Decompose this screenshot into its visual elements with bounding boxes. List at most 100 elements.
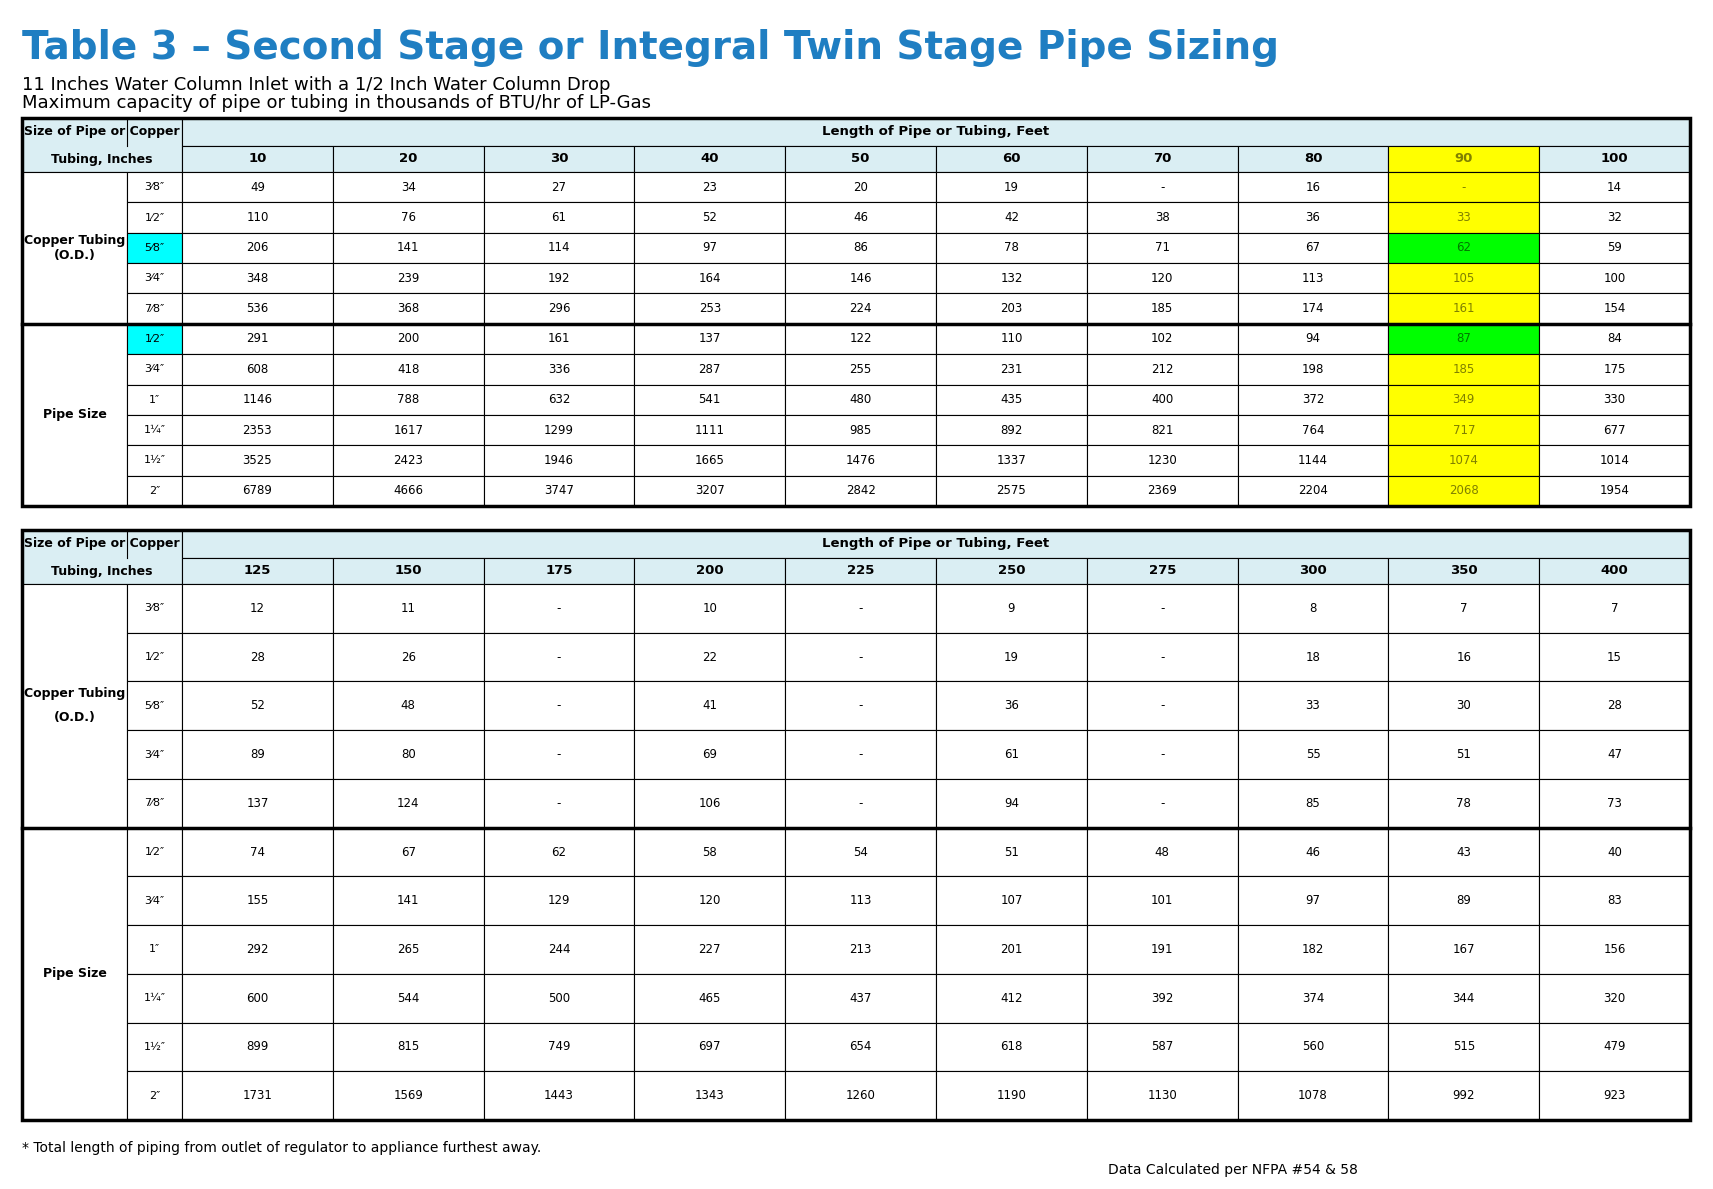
Bar — [1389, 233, 1540, 263]
Text: 48: 48 — [1155, 845, 1170, 858]
Bar — [1086, 415, 1237, 445]
Bar — [785, 925, 935, 974]
Bar — [1086, 558, 1237, 584]
Bar — [1086, 202, 1237, 233]
Bar — [935, 415, 1086, 445]
Text: 76: 76 — [401, 210, 416, 224]
Bar — [1237, 146, 1389, 172]
Text: 412: 412 — [1000, 992, 1023, 1005]
Bar — [182, 294, 332, 323]
Bar — [785, 974, 935, 1023]
Bar — [182, 323, 332, 354]
Bar — [127, 828, 182, 876]
Bar — [634, 354, 785, 384]
Text: 287: 287 — [699, 363, 721, 376]
Bar — [1086, 445, 1237, 476]
Text: 1146: 1146 — [243, 394, 272, 407]
Text: 185: 185 — [1453, 363, 1475, 376]
Bar — [182, 633, 332, 681]
Bar — [182, 384, 332, 415]
Text: 212: 212 — [1151, 363, 1173, 376]
Bar — [483, 558, 634, 584]
Bar — [634, 1023, 785, 1071]
Text: 69: 69 — [702, 748, 718, 761]
Text: 161: 161 — [1453, 302, 1475, 315]
Text: 291: 291 — [247, 333, 269, 346]
Bar — [1540, 876, 1691, 925]
Text: 224: 224 — [850, 302, 872, 315]
Text: 33: 33 — [1456, 210, 1471, 224]
Text: 83: 83 — [1607, 894, 1622, 907]
Text: 2″: 2″ — [149, 486, 159, 496]
Text: 250: 250 — [997, 565, 1024, 578]
Bar — [1540, 323, 1691, 354]
Bar — [1389, 323, 1540, 354]
Text: 101: 101 — [1151, 894, 1173, 907]
Text: 1144: 1144 — [1298, 454, 1328, 467]
Bar — [182, 1071, 332, 1120]
Bar — [1086, 633, 1237, 681]
Bar — [127, 323, 182, 354]
Bar — [935, 584, 1086, 633]
Bar — [483, 202, 634, 233]
Bar — [785, 1023, 935, 1071]
Text: 30: 30 — [1456, 699, 1471, 712]
Text: 74: 74 — [250, 845, 266, 858]
Bar — [127, 384, 182, 415]
Text: 105: 105 — [1453, 272, 1475, 285]
Text: 155: 155 — [247, 894, 269, 907]
Text: -: - — [1160, 650, 1165, 663]
Text: 3⁄4″: 3⁄4″ — [144, 364, 164, 375]
Text: 239: 239 — [397, 272, 420, 285]
Text: -: - — [557, 602, 562, 615]
Text: 536: 536 — [247, 302, 269, 315]
Bar — [332, 633, 483, 681]
Bar — [332, 323, 483, 354]
Bar — [1086, 925, 1237, 974]
Bar — [935, 925, 1086, 974]
Text: 28: 28 — [250, 650, 266, 663]
Text: 46: 46 — [853, 210, 868, 224]
Text: 985: 985 — [850, 423, 872, 436]
Bar — [1540, 172, 1691, 202]
Text: 59: 59 — [1607, 241, 1622, 254]
Bar — [634, 263, 785, 294]
Bar — [785, 445, 935, 476]
Bar — [483, 233, 634, 263]
Text: 14: 14 — [1607, 181, 1622, 194]
Bar — [332, 558, 483, 584]
Bar — [483, 476, 634, 507]
Bar — [634, 828, 785, 876]
Text: 18: 18 — [1305, 650, 1321, 663]
Bar — [127, 476, 182, 507]
Bar — [127, 445, 182, 476]
Text: 3⁄4″: 3⁄4″ — [144, 895, 164, 906]
Bar — [935, 633, 1086, 681]
Text: 1343: 1343 — [695, 1089, 725, 1102]
Text: 7: 7 — [1459, 602, 1468, 615]
Text: 1130: 1130 — [1148, 1089, 1177, 1102]
Bar — [1389, 263, 1540, 294]
Text: Data Calculated per NFPA #54 & 58: Data Calculated per NFPA #54 & 58 — [1108, 1163, 1358, 1177]
Bar — [182, 118, 1691, 146]
Text: 42: 42 — [1004, 210, 1019, 224]
Bar — [332, 925, 483, 974]
Text: 608: 608 — [247, 363, 269, 376]
Text: 368: 368 — [397, 302, 420, 315]
Text: 821: 821 — [1151, 423, 1173, 436]
Text: 1074: 1074 — [1449, 454, 1478, 467]
Bar — [1389, 828, 1540, 876]
Text: -: - — [858, 650, 863, 663]
Text: 61: 61 — [1004, 748, 1019, 761]
Text: 296: 296 — [548, 302, 570, 315]
Bar — [935, 172, 1086, 202]
Bar — [785, 476, 935, 507]
Text: 85: 85 — [1305, 797, 1321, 810]
Text: -: - — [557, 748, 562, 761]
Bar — [182, 1023, 332, 1071]
Bar — [634, 633, 785, 681]
Bar — [22, 118, 1691, 507]
Text: 500: 500 — [548, 992, 570, 1005]
Text: 1731: 1731 — [243, 1089, 272, 1102]
Bar — [785, 584, 935, 633]
